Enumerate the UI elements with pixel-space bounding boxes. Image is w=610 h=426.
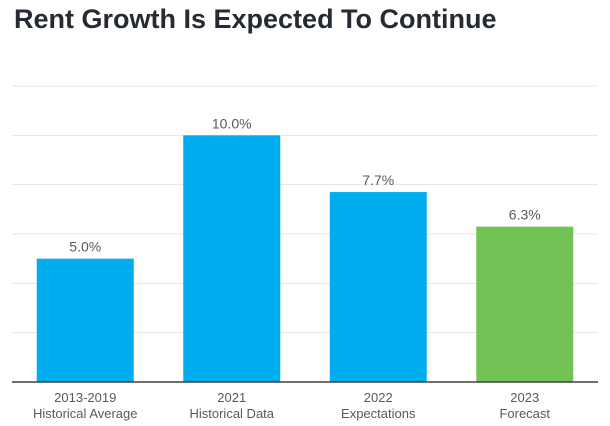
x-tick-label: Forecast — [499, 406, 550, 421]
bar — [329, 192, 427, 382]
data-label: 7.7% — [362, 172, 394, 188]
data-label: 6.3% — [509, 207, 541, 223]
data-label: 10.0% — [212, 115, 252, 131]
bars — [36, 135, 574, 382]
bar — [476, 226, 574, 382]
data-labels: 5.0% 10.0% 7.7% 6.3% — [69, 115, 540, 254]
data-label: 5.0% — [69, 239, 101, 255]
x-tick-label: 2021 — [217, 390, 246, 405]
x-tick-label: 2022 — [364, 390, 393, 405]
x-tick-label: 2023 — [510, 390, 539, 405]
x-tick-label: 2013-2019 — [54, 390, 116, 405]
x-tick-label: Historical Average — [33, 406, 138, 421]
x-tick-label: Historical Data — [189, 406, 274, 421]
x-tick-label: Expectations — [341, 406, 416, 421]
bar — [183, 135, 281, 382]
chart-title: Rent Growth Is Expected To Continue — [14, 4, 497, 34]
bar — [36, 258, 134, 382]
